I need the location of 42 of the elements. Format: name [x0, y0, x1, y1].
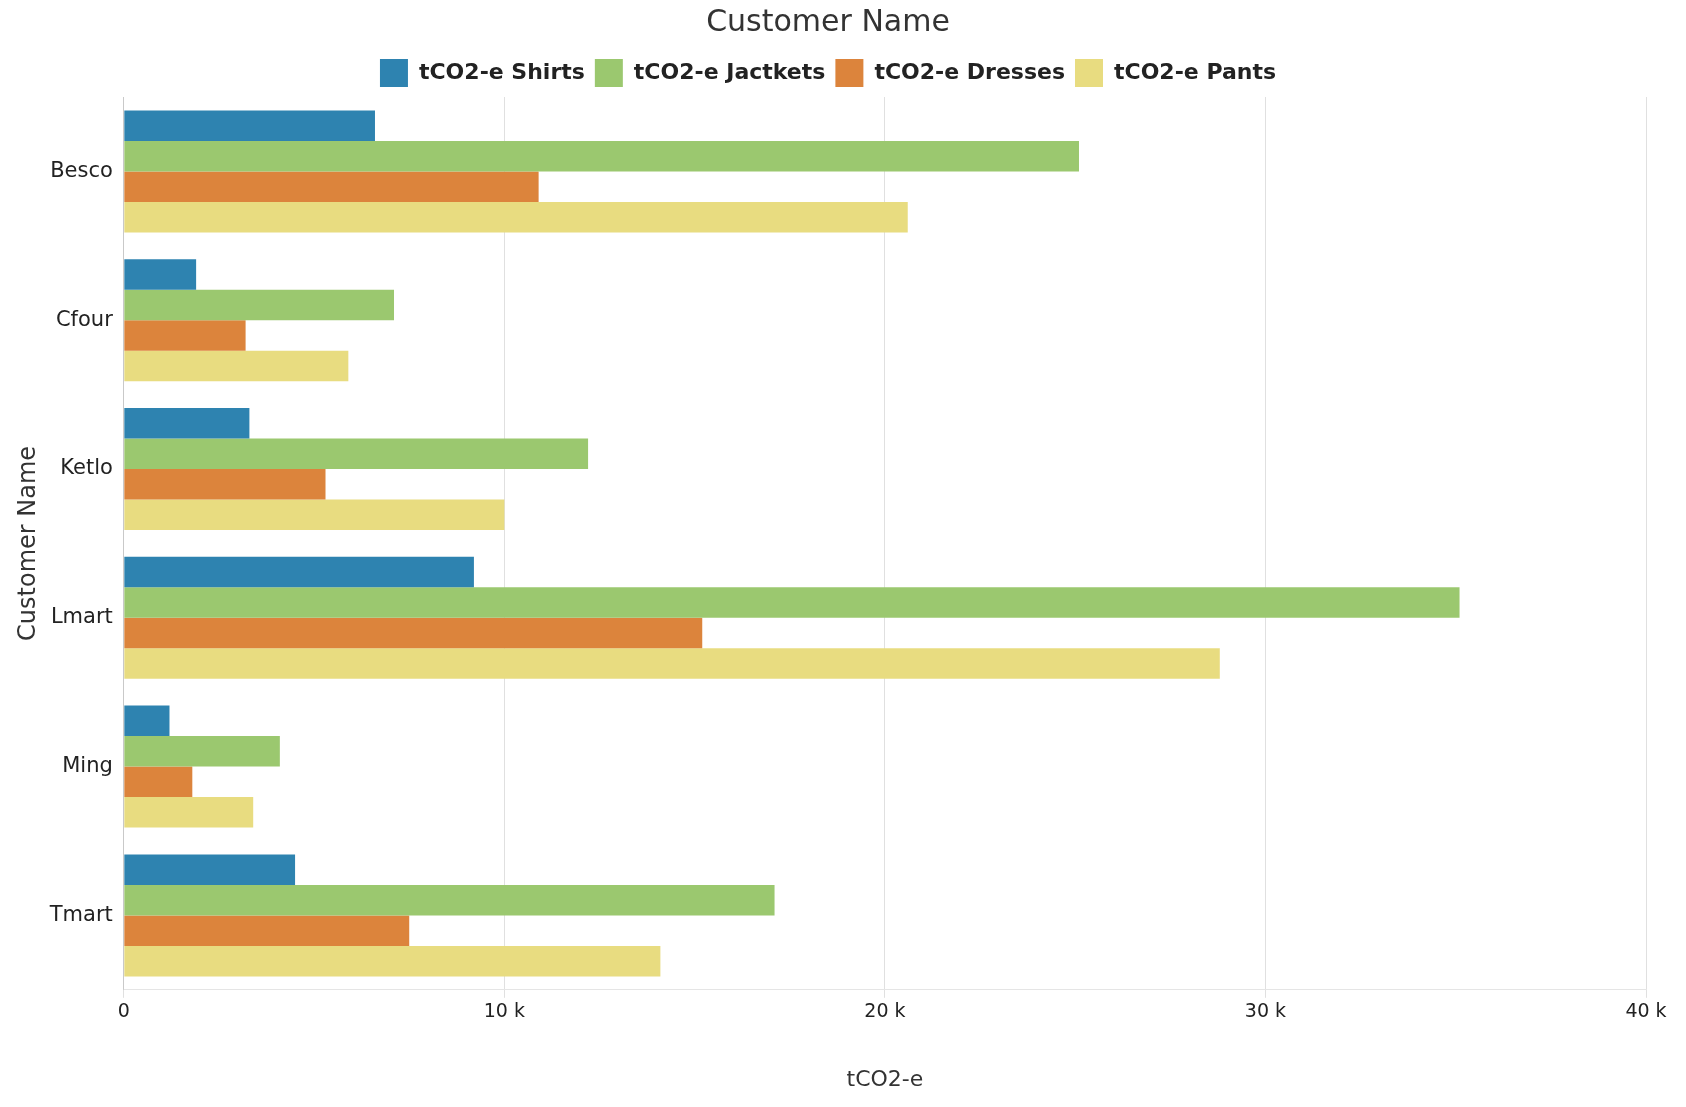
bar — [124, 438, 589, 469]
bar — [124, 915, 410, 946]
x-axis-title: tCO2-e — [846, 1065, 924, 1091]
y-tick-label: Ming — [62, 753, 113, 778]
y-tick-label: Cfour — [55, 306, 114, 331]
bar — [124, 469, 326, 500]
y-tick-label: Besco — [50, 157, 113, 182]
x-tick-label: 10 k — [483, 999, 525, 1022]
legend-label: tCO2-e Shirts — [418, 58, 585, 84]
bar — [124, 407, 250, 439]
y-tick-label: Tmart — [48, 901, 113, 926]
legend-label: tCO2-e Pants — [1114, 58, 1277, 84]
bar — [124, 140, 1079, 172]
bar — [124, 854, 296, 885]
bar — [124, 110, 375, 141]
bar — [124, 556, 474, 588]
bar — [124, 766, 193, 798]
bar — [124, 705, 170, 737]
chart-title: Customer Name — [706, 2, 950, 38]
bar — [124, 499, 505, 531]
x-tick-label: 40 k — [1625, 999, 1667, 1022]
y-tick-label: Ketlo — [60, 455, 113, 480]
legend-label: tCO2-e Dresses — [874, 58, 1066, 84]
bar — [124, 797, 254, 828]
y-axis-title: Customer Name — [12, 445, 41, 641]
legend-label: tCO2-e Jactkets — [633, 58, 826, 84]
bar — [124, 617, 703, 649]
bar — [124, 648, 1220, 679]
bar — [124, 171, 539, 202]
bar — [124, 320, 246, 351]
bar — [124, 884, 775, 916]
x-tick-label: 30 k — [1244, 999, 1287, 1022]
bar — [124, 350, 349, 382]
bar — [124, 289, 395, 321]
bar — [124, 259, 197, 290]
bar — [124, 201, 908, 233]
y-tick-label: Lmart — [50, 604, 113, 629]
x-tick-label: 0 — [117, 999, 130, 1022]
bar — [124, 587, 1460, 618]
bar — [124, 945, 661, 977]
x-tick-label: 20 k — [864, 999, 906, 1022]
bar — [124, 736, 280, 767]
